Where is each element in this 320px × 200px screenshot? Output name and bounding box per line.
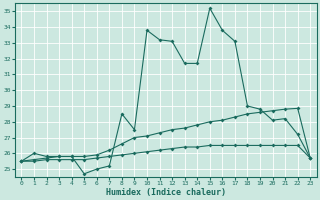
- X-axis label: Humidex (Indice chaleur): Humidex (Indice chaleur): [106, 188, 226, 197]
